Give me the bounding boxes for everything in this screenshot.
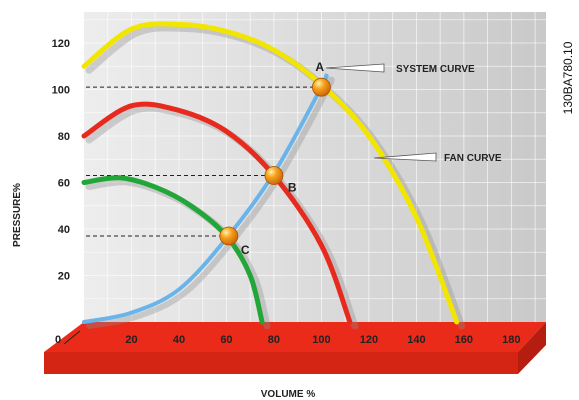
operating-points: A B C xyxy=(219,60,331,257)
x-tick-label: 180 xyxy=(502,334,520,346)
x-tick-labels: 20 40 60 80 100 120 140 160 180 xyxy=(125,334,520,346)
x-tick-label: 40 xyxy=(173,334,185,346)
x-tick-label: 60 xyxy=(220,334,232,346)
curve-series-3 xyxy=(81,175,265,325)
plot-panel xyxy=(84,12,546,322)
y-tick-label: 80 xyxy=(58,131,70,143)
floor-front xyxy=(44,352,518,374)
y-tick-label: 60 xyxy=(58,178,70,190)
origin-label: 0 xyxy=(55,334,61,346)
x-tick-label: 100 xyxy=(312,334,330,346)
x-tick-label: 140 xyxy=(407,334,425,346)
curve-series-2 xyxy=(81,101,353,325)
point-label-a: A xyxy=(315,60,324,74)
system-curve-pointer xyxy=(325,63,385,73)
fan-curve-label: FAN CURVE xyxy=(444,153,502,164)
y-axis-title: PRESSURE% xyxy=(12,183,23,247)
operating-point-b xyxy=(264,166,284,185)
system-curve-label: SYSTEM CURVE xyxy=(396,64,475,75)
x-axis-title: VOLUME % xyxy=(261,389,316,400)
figure-id: 130BA780.10 xyxy=(561,41,575,114)
operating-point-c xyxy=(219,226,239,246)
operating-point-a xyxy=(312,77,331,97)
curve-series-1 xyxy=(81,21,460,325)
floor-top xyxy=(44,322,546,352)
y-tick-label: 100 xyxy=(52,85,70,97)
y-tick-label: 20 xyxy=(58,271,70,283)
y-tick-labels: 20 40 60 80 100 120 xyxy=(52,38,70,283)
y-tick-label: 40 xyxy=(58,224,70,236)
x-tick-label: 160 xyxy=(455,334,473,346)
origin-tick xyxy=(63,330,81,345)
x-tick-label: 80 xyxy=(268,334,280,346)
point-label-b: B xyxy=(288,181,297,195)
x-tick-label: 120 xyxy=(360,334,378,346)
point-label-c: C xyxy=(241,243,250,257)
fan-curve-pointer xyxy=(373,152,437,162)
x-tick-label: 20 xyxy=(125,334,137,346)
floor-right xyxy=(518,322,546,374)
y-tick-label: 120 xyxy=(52,38,70,50)
